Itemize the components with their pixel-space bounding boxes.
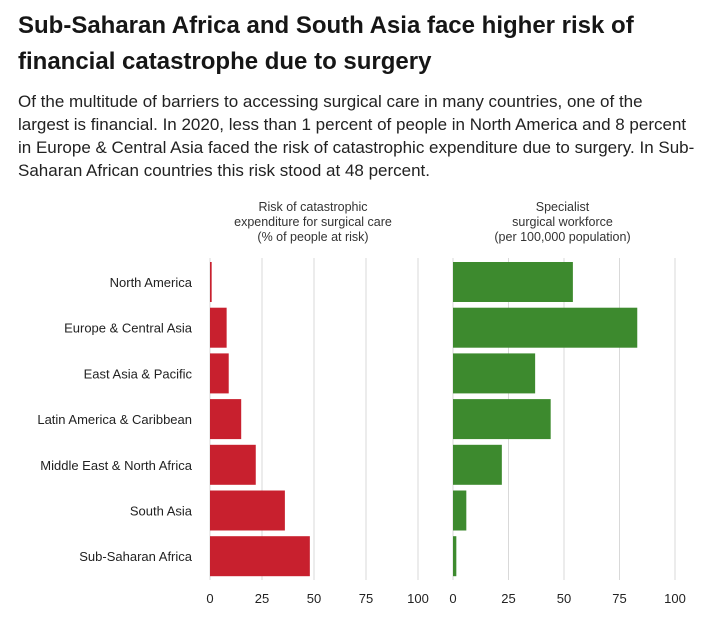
workforce-tick-label: 75 — [612, 591, 626, 606]
workforce-bar — [453, 490, 467, 531]
risk-tick-label: 50 — [307, 591, 321, 606]
workforce-bar — [453, 353, 536, 394]
risk-bar — [210, 307, 227, 348]
category-label: Middle East & North Africa — [40, 458, 192, 473]
risk-bar — [210, 536, 310, 577]
risk-panel-title: Risk of catastrophic expenditure for sur… — [208, 200, 418, 245]
risk-bar — [210, 353, 229, 394]
risk-bar — [210, 444, 256, 485]
risk-bar — [210, 490, 285, 531]
workforce-bar — [453, 307, 638, 348]
risk-tick-label: 75 — [359, 591, 373, 606]
category-label: Sub-Saharan Africa — [79, 549, 193, 564]
workforce-title-line-1: Specialist — [535, 200, 590, 214]
category-label: Europe & Central Asia — [64, 321, 193, 336]
risk-bar — [210, 399, 242, 440]
risk-tick-label: 25 — [255, 591, 269, 606]
risk-tick-label: 0 — [206, 591, 213, 606]
category-label: East Asia & Pacific — [84, 366, 193, 381]
workforce-tick-label: 25 — [501, 591, 515, 606]
chart-subtitle: Of the multitude of barriers to accessin… — [18, 92, 695, 180]
category-label: North America — [110, 275, 193, 290]
category-label: Latin America & Caribbean — [37, 412, 192, 427]
workforce-panel-title: Specialist surgical workforce (per 100,0… — [450, 200, 675, 245]
workforce-title-line-3: (per 100,000 population) — [494, 230, 631, 244]
risk-bar — [210, 262, 212, 302]
workforce-bar — [453, 399, 551, 440]
workforce-tick-label: 50 — [557, 591, 571, 606]
workforce-bar — [453, 536, 457, 577]
risk-tick-label: 100 — [407, 591, 429, 606]
workforce-bar — [453, 262, 573, 302]
risk-title-line-2: expenditure for surgical care — [234, 215, 392, 229]
risk-title-line-1: Risk of catastrophic — [258, 200, 368, 214]
workforce-tick-label: 0 — [449, 591, 456, 606]
risk-title-line-3: (% of people at risk) — [257, 230, 369, 244]
workforce-title-line-2: surgical workforce — [512, 215, 613, 229]
workforce-tick-label: 100 — [664, 591, 686, 606]
category-label: South Asia — [130, 504, 193, 519]
workforce-bar — [453, 444, 502, 485]
chart-title: Sub-Saharan Africa and South Asia face h… — [18, 12, 634, 75]
